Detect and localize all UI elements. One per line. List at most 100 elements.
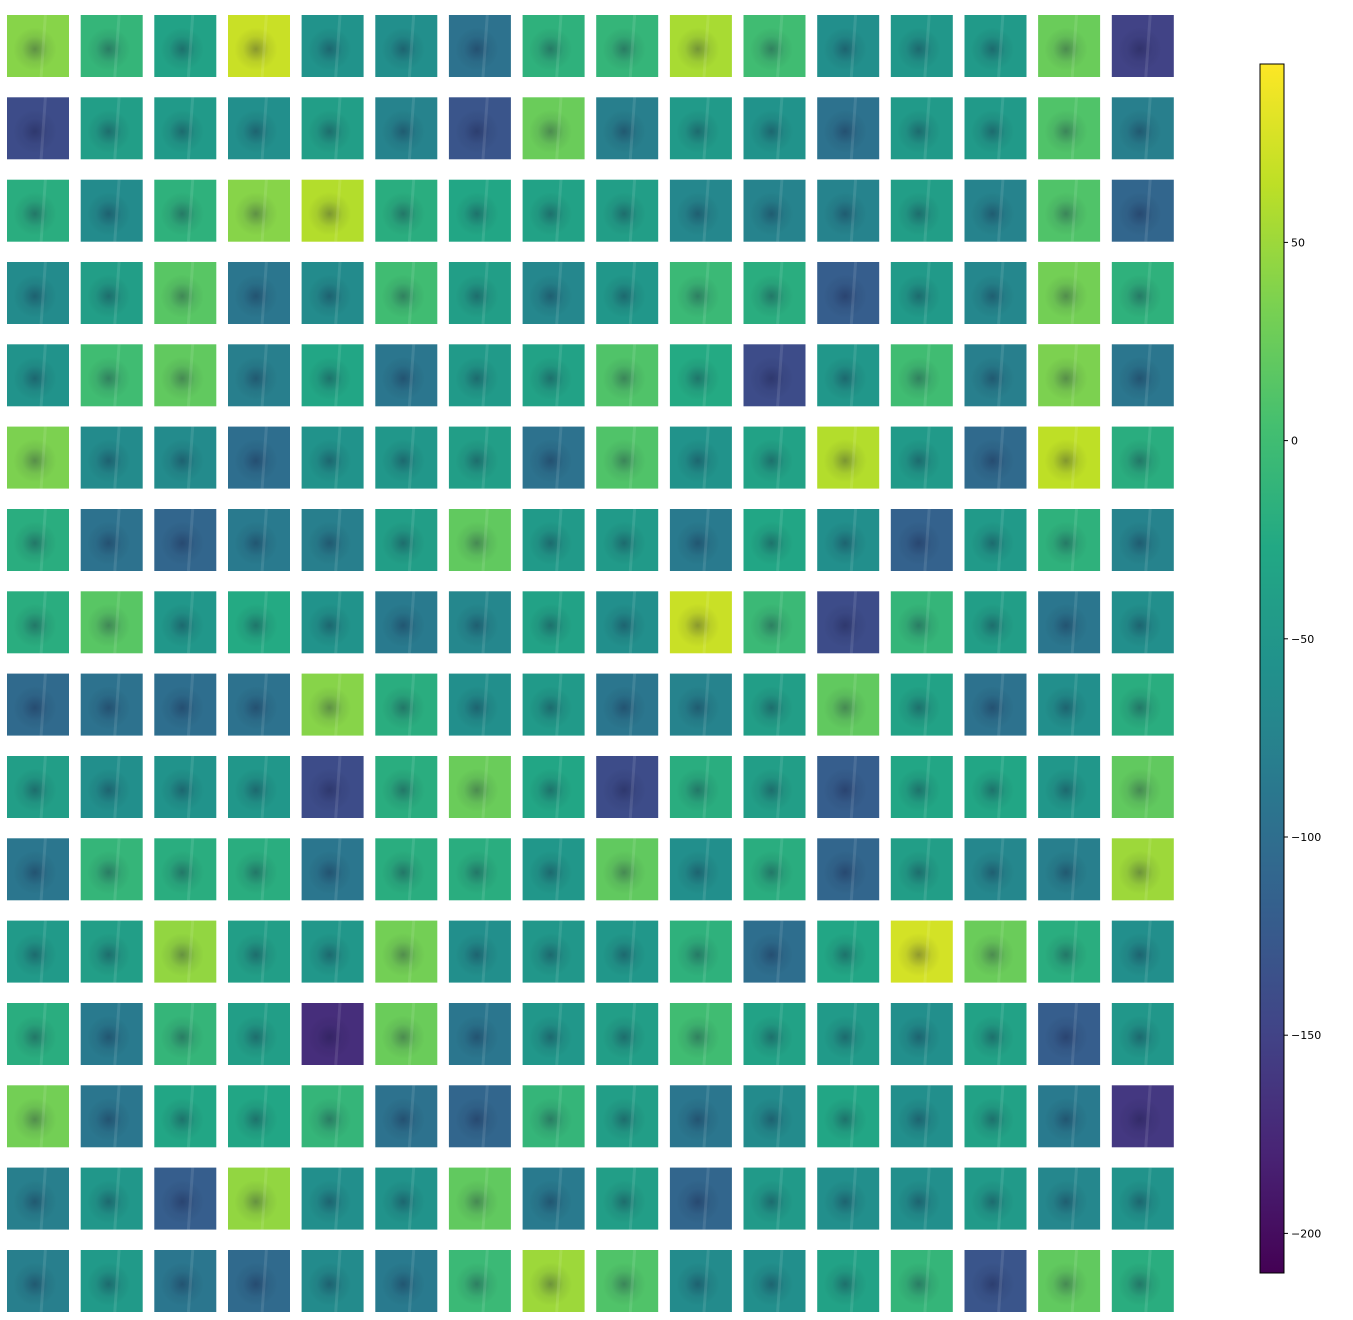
panel-streak bbox=[39, 673, 47, 736]
panel-texture bbox=[301, 1003, 364, 1065]
panel-streak bbox=[628, 344, 637, 407]
panel-streak bbox=[1070, 1167, 1078, 1230]
panel-streak bbox=[555, 344, 563, 407]
panel-streak bbox=[186, 1249, 195, 1313]
feature-map-panel bbox=[596, 426, 659, 489]
panel-streak bbox=[923, 344, 931, 407]
panel-streak bbox=[481, 838, 489, 901]
panel-texture bbox=[1111, 15, 1174, 77]
feature-map-panel bbox=[80, 920, 143, 983]
panel-texture bbox=[154, 97, 217, 160]
panel-streak bbox=[997, 755, 1005, 819]
panel-texture bbox=[743, 1003, 806, 1065]
feature-map-panel bbox=[7, 1002, 69, 1066]
panel-texture bbox=[301, 1085, 364, 1148]
panel-texture bbox=[817, 509, 880, 571]
panel-streak bbox=[260, 673, 268, 736]
feature-map-panel bbox=[80, 1085, 143, 1148]
panel-texture bbox=[448, 262, 511, 324]
panel-streak bbox=[923, 1002, 931, 1066]
feature-map-panel bbox=[154, 1002, 217, 1066]
feature-map-panel bbox=[596, 1167, 659, 1230]
panel-texture bbox=[375, 1167, 438, 1230]
feature-map-panel bbox=[817, 344, 880, 407]
panel-streak bbox=[260, 97, 268, 160]
feature-map-panel bbox=[1111, 508, 1174, 572]
feature-map-panel bbox=[80, 344, 143, 407]
panel-streak bbox=[702, 673, 710, 736]
feature-map-panel bbox=[1038, 261, 1101, 325]
panel-texture bbox=[890, 97, 953, 160]
feature-map-panel bbox=[596, 673, 659, 736]
panel-texture bbox=[669, 673, 732, 736]
panel-streak bbox=[334, 1002, 342, 1066]
feature-map-panel bbox=[743, 1249, 806, 1313]
feature-map-panel bbox=[522, 97, 585, 160]
feature-map-panel bbox=[743, 97, 806, 160]
panel-streak bbox=[334, 97, 342, 160]
panel-streak bbox=[481, 673, 489, 736]
panel-streak bbox=[1070, 838, 1078, 901]
feature-map-panel bbox=[596, 14, 659, 78]
panel-texture bbox=[596, 838, 659, 901]
panel-texture bbox=[301, 1250, 364, 1312]
panel-texture bbox=[1038, 591, 1101, 654]
feature-map-panel bbox=[448, 591, 511, 654]
panel-streak bbox=[113, 1249, 121, 1313]
feature-map-panel bbox=[154, 838, 217, 901]
panel-streak bbox=[481, 179, 489, 242]
feature-map-panel bbox=[1111, 1167, 1174, 1230]
panel-streak bbox=[923, 1249, 931, 1313]
feature-map-panel bbox=[669, 1249, 732, 1313]
panel-texture bbox=[669, 262, 732, 324]
feature-map-panel bbox=[522, 426, 585, 489]
panel-streak bbox=[1144, 838, 1152, 901]
panel-texture bbox=[301, 97, 364, 160]
panel-texture bbox=[669, 1167, 732, 1230]
feature-map-panel bbox=[522, 1167, 585, 1230]
panel-streak bbox=[39, 1002, 47, 1066]
feature-map-panel bbox=[448, 179, 511, 242]
panel-texture bbox=[817, 262, 880, 324]
panel-streak bbox=[39, 426, 47, 489]
panel-texture bbox=[522, 1250, 585, 1312]
panel-texture bbox=[301, 344, 364, 407]
panel-streak bbox=[997, 838, 1005, 901]
panel-texture bbox=[448, 920, 511, 983]
panel-streak bbox=[555, 920, 563, 983]
panel-texture bbox=[154, 179, 217, 242]
feature-map-panel bbox=[964, 591, 1027, 654]
feature-map-panel bbox=[743, 261, 806, 325]
panel-streak bbox=[628, 755, 637, 819]
feature-map-panel bbox=[375, 1002, 438, 1066]
panel-texture bbox=[154, 15, 217, 77]
panel-streak bbox=[776, 591, 784, 654]
feature-map-panel bbox=[743, 1002, 806, 1066]
panel-texture bbox=[1038, 426, 1101, 489]
panel-texture bbox=[80, 1250, 143, 1312]
panel-streak bbox=[39, 755, 47, 819]
feature-map-panel bbox=[743, 755, 806, 819]
panel-texture bbox=[890, 426, 953, 489]
panel-texture bbox=[448, 15, 511, 77]
panel-streak bbox=[186, 426, 195, 489]
panel-streak bbox=[997, 97, 1005, 160]
panel-texture bbox=[522, 591, 585, 654]
panel-streak bbox=[849, 508, 858, 572]
feature-map-panel bbox=[522, 179, 585, 242]
panel-texture bbox=[228, 673, 290, 736]
panel-texture bbox=[1111, 1167, 1174, 1230]
panel-streak bbox=[628, 1249, 637, 1313]
feature-map-panel bbox=[7, 1249, 69, 1313]
panel-texture bbox=[522, 756, 585, 818]
feature-map-panel bbox=[964, 1002, 1027, 1066]
panel-streak bbox=[776, 755, 784, 819]
panel-texture bbox=[522, 1003, 585, 1065]
feature-map-panel bbox=[7, 97, 69, 160]
panel-streak bbox=[849, 14, 858, 78]
panel-texture bbox=[228, 1003, 290, 1065]
feature-map-panel bbox=[596, 97, 659, 160]
panel-texture bbox=[817, 1167, 880, 1230]
feature-map-panel bbox=[7, 591, 69, 654]
